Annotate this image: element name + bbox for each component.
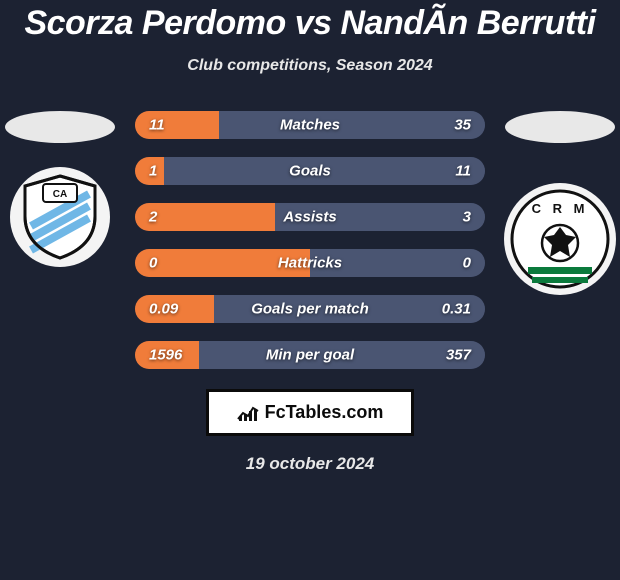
stat-label: Assists xyxy=(283,209,336,226)
stat-value-left: 1596 xyxy=(149,347,182,364)
stat-bar-right xyxy=(219,111,485,139)
stat-label: Matches xyxy=(280,117,340,134)
stat-label: Goals per match xyxy=(251,301,369,318)
right-club-badge: C R M xyxy=(504,183,616,295)
right-player-avatar-placeholder xyxy=(505,111,615,143)
stat-value-left: 0.09 xyxy=(149,301,178,318)
stat-row: 1596 357 Min per goal xyxy=(135,341,485,369)
page-subtitle: Club competitions, Season 2024 xyxy=(0,57,620,75)
left-player-avatar-placeholder xyxy=(5,111,115,143)
stat-bar-left xyxy=(135,111,219,139)
brand-label: FcTables.com xyxy=(265,402,384,423)
stat-value-right: 3 xyxy=(463,209,471,226)
stat-value-right: 35 xyxy=(454,117,471,134)
stat-row: 111Goals xyxy=(135,157,485,185)
stat-value-right: 0.31 xyxy=(442,301,471,318)
stat-label: Hattricks xyxy=(278,255,342,272)
header: Scorza Perdomo vs NandÃn Berrutti Club c… xyxy=(0,0,620,75)
stat-value-right: 0 xyxy=(463,255,471,272)
stat-value-right: 357 xyxy=(446,347,471,364)
stats-list: 1135Matches111Goals23Assists00Hattricks0… xyxy=(135,111,485,369)
stat-value-left: 11 xyxy=(149,117,165,134)
svg-text:C R M: C R M xyxy=(532,201,589,216)
stat-row: 0 0 Hattricks xyxy=(135,249,485,277)
stat-label: Goals xyxy=(289,163,331,180)
brand-badge[interactable]: FcTables.com xyxy=(206,389,415,436)
stat-row: 0.09 0.31 Goals per match xyxy=(135,295,485,323)
svg-text:CA: CA xyxy=(53,189,67,200)
stat-value-right: 11 xyxy=(455,163,471,180)
page-title: Scorza Perdomo vs NandÃn Berrutti xyxy=(0,4,620,43)
stat-value-left: 0 xyxy=(149,255,157,272)
stat-value-left: 1 xyxy=(149,163,157,180)
stat-label: Min per goal xyxy=(266,347,354,364)
stat-value-left: 2 xyxy=(149,209,157,226)
club-crest-icon: C R M xyxy=(508,187,612,291)
footer: FcTables.com 19 october 2024 xyxy=(0,389,620,474)
left-player-column: CA xyxy=(0,111,120,267)
chart-icon xyxy=(237,404,259,422)
stat-row: 2 3 Assists xyxy=(135,203,485,231)
footer-date: 19 october 2024 xyxy=(0,454,620,474)
shield-icon: CA xyxy=(15,172,105,262)
right-player-column: C R M xyxy=(500,111,620,295)
stat-row: 11 35 Matches xyxy=(135,111,485,139)
comparison-panel: CA C R M 1135Matches111Goals23Assists00H… xyxy=(0,111,620,369)
left-club-badge: CA xyxy=(10,167,110,267)
